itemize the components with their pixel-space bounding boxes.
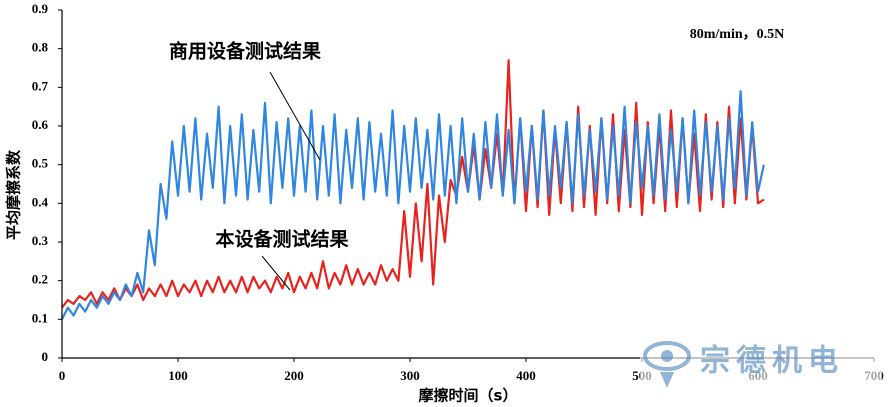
watermark-bg	[640, 333, 882, 393]
watermark: 宗德机电	[640, 333, 882, 393]
series-line	[61, 90, 765, 320]
y-tick-label: 0.5	[32, 156, 49, 171]
y-tick-label: 0	[42, 349, 49, 364]
y-tick-label: 0.9	[32, 1, 49, 16]
leader-line	[269, 71, 321, 161]
watermark-icon	[643, 341, 691, 371]
x-tick-label: 300	[400, 368, 420, 383]
y-tick-label: 0.6	[32, 117, 49, 132]
watermark-text: 宗德机电	[700, 344, 844, 379]
y-tick-label: 0.4	[32, 194, 49, 209]
annotation: 80m/min，0.5N	[690, 27, 785, 42]
y-tick-label: 0.2	[32, 272, 48, 287]
x-tick-label: 100	[168, 368, 188, 383]
annotation: 商用设备测试结果	[169, 40, 321, 63]
x-tick-label: 400	[516, 368, 536, 383]
y-axis-label: 平均摩擦系数	[5, 149, 23, 240]
x-tick-label: 0	[59, 368, 66, 383]
x-axis-label: 摩擦时间（s）	[419, 387, 518, 405]
leader-line	[261, 255, 291, 291]
annotation: 本设备测试结果	[215, 228, 348, 251]
watermark-icon	[661, 350, 673, 362]
plot: 0 0.1 0.2 0.3 0.4 0.5 0.6 0.7 0.8 0.9 0 100 200 300 40…	[32, 1, 884, 383]
y-tick-label: 0.3	[32, 233, 49, 248]
x-tick-label: 200	[284, 368, 304, 383]
y-tick-label: 0.7	[32, 78, 49, 93]
y-tick-label: 0.1	[32, 310, 48, 325]
watermark-icon	[660, 372, 674, 388]
series-line	[61, 59, 765, 309]
y-tick-label: 0.8	[32, 40, 49, 55]
